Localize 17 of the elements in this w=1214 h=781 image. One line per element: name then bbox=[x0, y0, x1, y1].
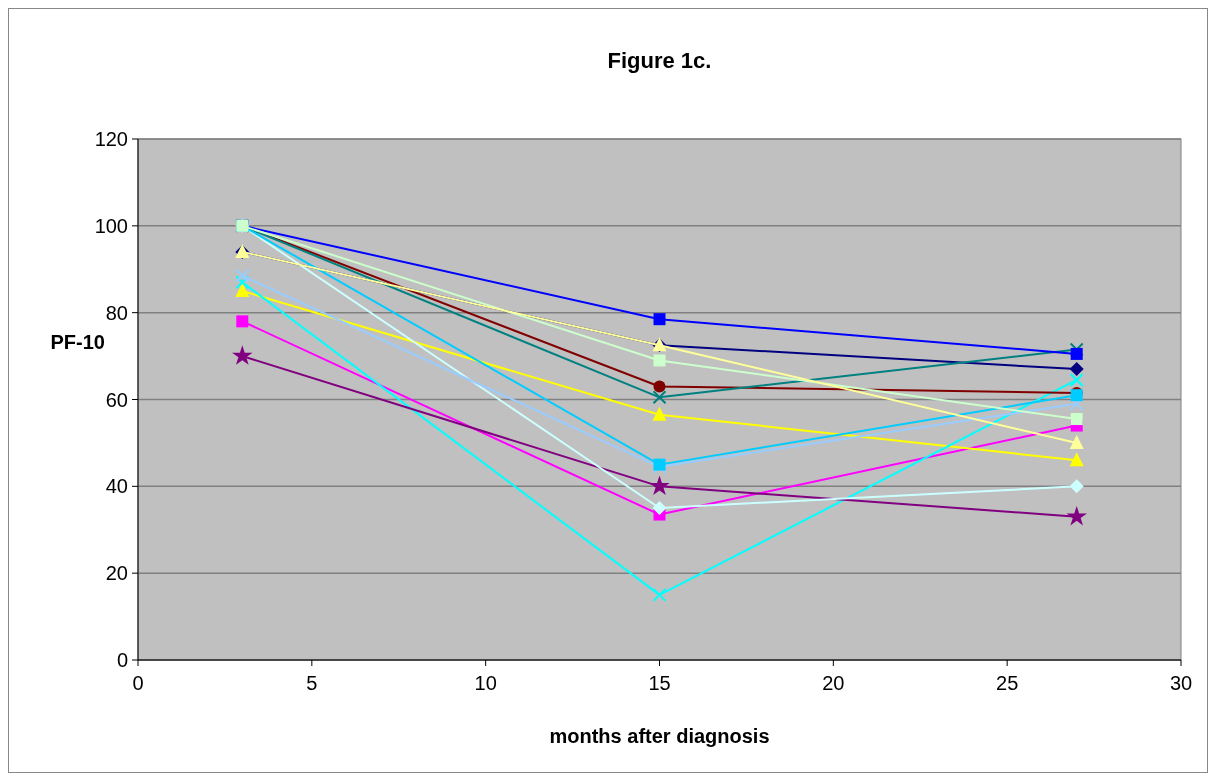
y-tick-label: 80 bbox=[105, 301, 128, 324]
y-tick-label: 60 bbox=[105, 388, 128, 411]
x-tick-label: 5 bbox=[306, 672, 318, 694]
x-tick-label: 0 bbox=[132, 672, 144, 694]
x-axis-title: months after diagnosis bbox=[549, 725, 770, 747]
y-axis-title: PF-10 bbox=[50, 331, 105, 354]
y-tick-label: 0 bbox=[116, 649, 128, 671]
x-tick-label: 10 bbox=[474, 672, 497, 694]
x-tick-label: 25 bbox=[996, 672, 1019, 694]
y-tick-label: 100 bbox=[94, 214, 128, 237]
x-tick-label: 15 bbox=[648, 672, 671, 694]
y-tick-label: 40 bbox=[105, 475, 128, 498]
y-tick-label: 20 bbox=[105, 562, 128, 585]
x-tick-label: 20 bbox=[822, 672, 845, 694]
y-tick-label: 120 bbox=[94, 128, 128, 150]
chart-title: Figure 1c. bbox=[607, 48, 712, 73]
x-tick-label: 30 bbox=[1169, 672, 1193, 694]
